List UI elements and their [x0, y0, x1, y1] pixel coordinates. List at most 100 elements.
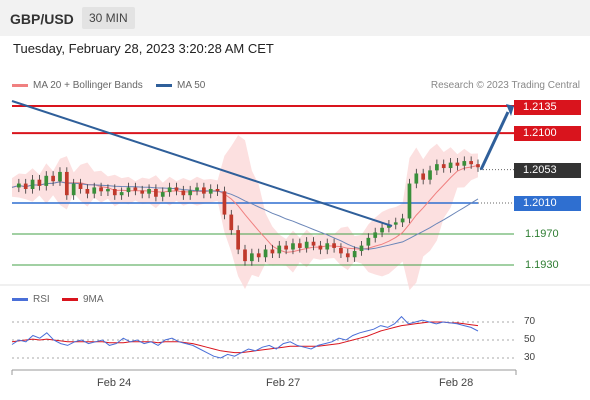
projection-arrow	[479, 111, 510, 171]
candle	[188, 185, 193, 200]
candle	[435, 159, 439, 176]
credit-label: Research © 2023 Trading Central	[430, 80, 580, 91]
chart-panel	[0, 36, 590, 400]
trendline	[11, 100, 393, 227]
legend-ma20: MA 20 + Bollinger Bands	[12, 80, 143, 91]
ma20-swatch	[12, 83, 28, 87]
projection-arrowhead	[506, 104, 514, 116]
symbol-label: GBP/USD	[10, 11, 74, 27]
candle-body	[441, 164, 446, 169]
candle	[99, 182, 103, 196]
candle	[339, 243, 343, 259]
candle	[174, 182, 179, 196]
candle	[297, 238, 302, 253]
rsi-tick-50: 50	[524, 334, 536, 345]
candle	[284, 240, 288, 255]
candle-body	[92, 187, 97, 194]
candle-body	[325, 243, 330, 250]
candle-body	[393, 222, 398, 225]
candle-body	[277, 245, 282, 254]
rsi-line	[11, 315, 479, 359]
candle-body	[366, 237, 371, 246]
candle-body	[30, 179, 35, 189]
candle-body	[99, 187, 103, 192]
candle	[469, 156, 474, 169]
candle	[414, 168, 419, 189]
candle-body	[243, 249, 247, 262]
candle	[160, 187, 165, 202]
rsi-swatch	[12, 297, 28, 301]
rsi-ma-line	[11, 321, 479, 354]
candle-body	[23, 183, 28, 189]
rsi-tick-30: 30	[524, 352, 536, 363]
candle-body	[188, 190, 193, 196]
candle	[64, 167, 69, 200]
candle-body	[71, 183, 76, 196]
ma50-line	[11, 181, 479, 250]
candle	[208, 184, 213, 199]
candle	[30, 175, 35, 194]
candle-body	[222, 191, 227, 215]
pivot-tag: 1.2010	[514, 196, 581, 211]
candle-body	[249, 253, 254, 262]
candle	[126, 182, 131, 197]
legend-9ma-label: 9MA	[83, 294, 104, 305]
candle-body	[428, 170, 432, 180]
candle	[147, 184, 151, 199]
candle	[448, 157, 453, 173]
candle-body	[304, 241, 309, 248]
candle	[106, 184, 110, 196]
legend-rsi-label: RSI	[33, 294, 50, 305]
candle	[311, 237, 316, 251]
candle-body	[297, 243, 302, 248]
ma9-swatch	[62, 297, 78, 301]
candle-body	[181, 190, 186, 196]
timestamp-label: Tuesday, February 28, 2023 3:20:28 AM CE…	[13, 41, 274, 56]
legend-ma50-label: MA 50	[177, 80, 206, 91]
candle	[85, 184, 90, 199]
candle-body	[58, 171, 62, 182]
candle	[71, 178, 76, 200]
x-label-feb24: Feb 24	[97, 377, 132, 389]
candle-body	[37, 179, 42, 186]
candle	[202, 182, 206, 199]
candle-body	[229, 214, 234, 231]
candle-body	[85, 188, 90, 194]
candle	[23, 178, 28, 194]
candle-body	[64, 171, 69, 196]
candle-body	[332, 243, 336, 248]
candle-body	[112, 188, 117, 196]
candle-body	[373, 232, 378, 238]
x-label-feb28: Feb 28	[439, 377, 474, 389]
candle	[345, 248, 350, 262]
candle-body	[339, 247, 343, 254]
timeframe-button[interactable]: 30 MIN	[82, 7, 135, 29]
candle-body	[345, 253, 350, 258]
candle-body	[140, 190, 145, 194]
ma50-swatch	[156, 83, 172, 87]
last-price-tag: 1.2053	[514, 163, 581, 178]
level-tag-1: 1.2135	[514, 100, 581, 115]
legend-ma50: MA 50	[156, 80, 205, 91]
candle-body	[154, 188, 158, 197]
candle	[249, 248, 254, 266]
candle-body	[291, 243, 295, 250]
candle	[195, 182, 199, 196]
candle-body	[202, 187, 206, 194]
candle-body	[44, 175, 49, 186]
candle-body	[407, 183, 412, 219]
candle	[325, 238, 330, 255]
candle	[181, 185, 186, 200]
candle-body	[16, 183, 21, 188]
candle	[421, 168, 426, 185]
candle	[133, 182, 138, 196]
candle	[393, 217, 398, 230]
candle	[304, 237, 309, 253]
legend-rsi: RSI	[12, 294, 50, 305]
candle	[373, 227, 378, 243]
candle	[112, 184, 117, 200]
candle	[462, 156, 467, 171]
candle-body	[133, 187, 138, 191]
candle-body	[167, 187, 172, 193]
